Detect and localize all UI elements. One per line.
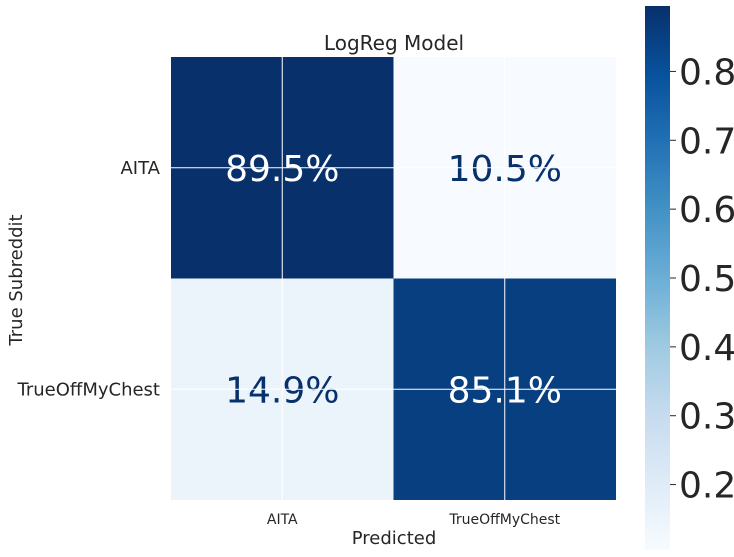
colorbar-tick-label: 0.6 bbox=[679, 190, 734, 231]
y-axis-ticks: AITA TrueOffMyChest bbox=[17, 158, 161, 401]
heatmap-cells bbox=[171, 57, 616, 500]
colorbar-tick-label: 0.7 bbox=[679, 121, 734, 162]
colorbar-tick-label: 0.3 bbox=[679, 397, 734, 438]
colorbar bbox=[645, 6, 670, 550]
colorbar-tick-label: 0.5 bbox=[679, 259, 734, 300]
colorbar-tick-label: 0.4 bbox=[679, 328, 734, 369]
x-axis-ticks: AITA TrueOffMyChest bbox=[267, 512, 561, 528]
x-axis-label: Predicted bbox=[352, 528, 437, 549]
heatmap-gridlines bbox=[171, 57, 616, 500]
colorbar-ticks: 0.2 0.3 0.4 0.5 0.6 0.7 0.8 bbox=[670, 52, 734, 507]
y-tick-label: AITA bbox=[120, 158, 160, 179]
x-tick-label: TrueOffMyChest bbox=[448, 512, 560, 528]
colorbar-tick-label: 0.8 bbox=[679, 52, 734, 93]
y-axis-label: True Subreddit bbox=[6, 214, 27, 346]
x-tick-label: AITA bbox=[267, 512, 298, 528]
y-tick-label: TrueOffMyChest bbox=[17, 379, 160, 400]
chart-title: LogReg Model bbox=[324, 31, 464, 55]
colorbar-tick-label: 0.2 bbox=[679, 466, 734, 507]
